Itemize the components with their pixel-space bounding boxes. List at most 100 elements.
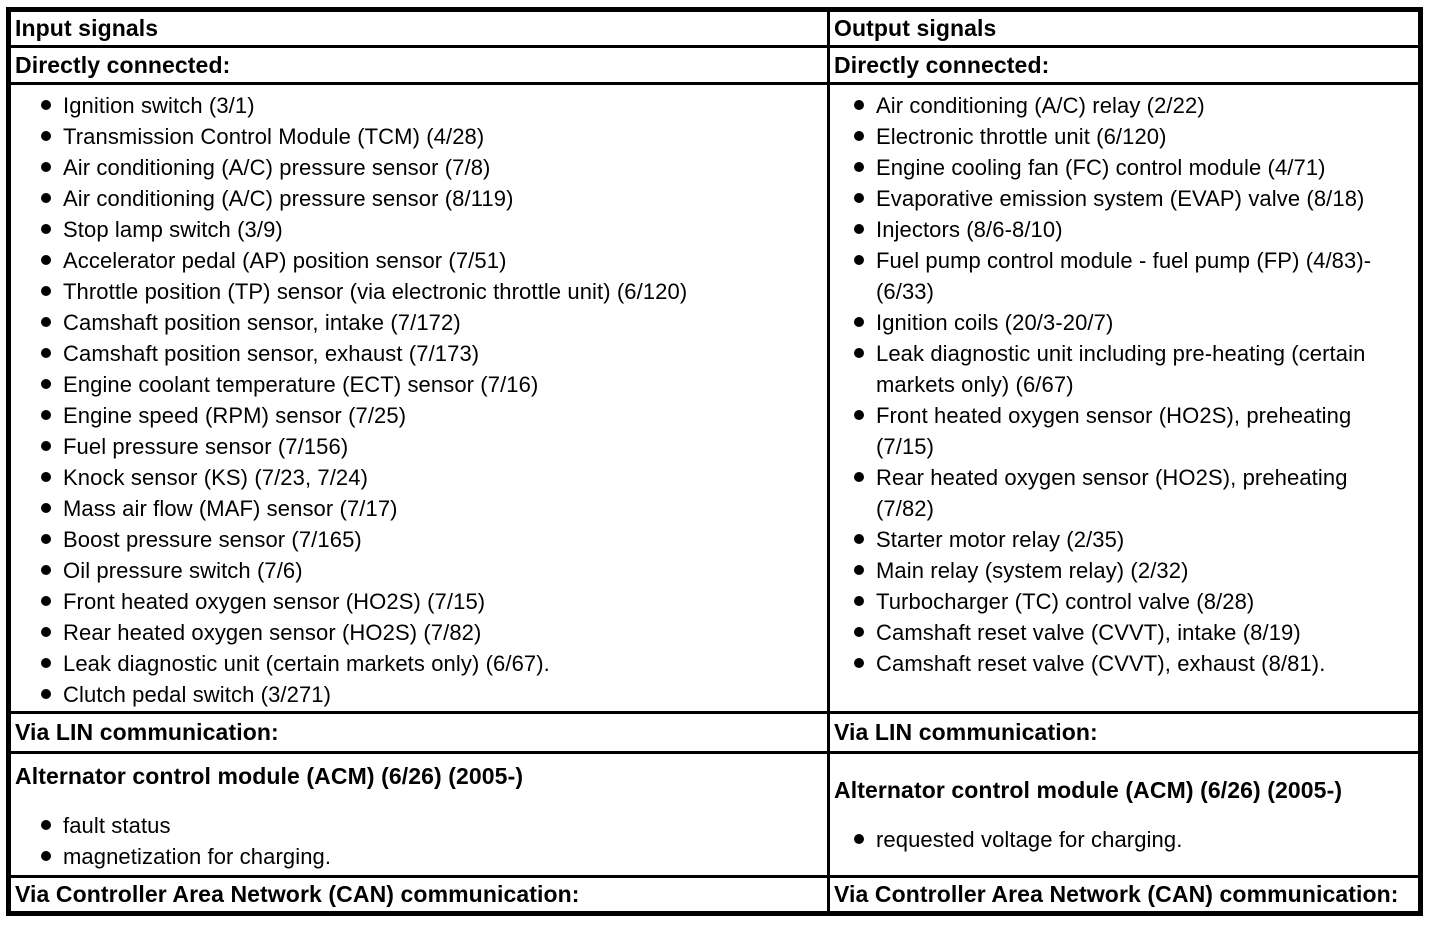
bullet-icon bbox=[41, 410, 51, 420]
input-via-can-label: Via Controller Area Network (CAN) commun… bbox=[15, 881, 580, 907]
output-acm-section: Alternator control module (ACM) (6/26) (… bbox=[830, 754, 1418, 875]
output-acm-list: requested voltage for charging. bbox=[830, 824, 1418, 855]
bullet-icon bbox=[854, 565, 864, 575]
list-item: Leak diagnostic unit (certain markets on… bbox=[11, 648, 819, 679]
list-item: Transmission Control Module (TCM) (4/28) bbox=[11, 121, 819, 152]
bullet-icon bbox=[41, 317, 51, 327]
output-acm-heading: Alternator control module (ACM) (6/26) (… bbox=[834, 777, 1343, 803]
input-directly-connected-label: Directly connected: bbox=[15, 51, 231, 78]
output-signals-title: Output signals bbox=[834, 15, 997, 41]
list-item: Turbocharger (TC) control valve (8/28) bbox=[830, 586, 1402, 617]
list-item: Engine coolant temperature (ECT) sensor … bbox=[11, 369, 819, 400]
list-item: Oil pressure switch (7/6) bbox=[11, 555, 819, 586]
list-item: Mass air flow (MAF) sensor (7/17) bbox=[11, 493, 819, 524]
input-signals-title: Input signals bbox=[15, 15, 159, 41]
list-item: Stop lamp switch (3/9) bbox=[11, 214, 819, 245]
bullet-icon bbox=[41, 441, 51, 451]
input-via-lin-label: Via LIN communication: bbox=[15, 719, 279, 745]
list-item: Air conditioning (A/C) pressure sensor (… bbox=[11, 152, 819, 183]
input-via-can-header: Via Controller Area Network (CAN) commun… bbox=[11, 878, 830, 911]
list-item: Rear heated oxygen sensor (HO2S) (7/82) bbox=[11, 617, 819, 648]
bullet-icon bbox=[854, 658, 864, 668]
list-item: Fuel pump control module - fuel pump (FP… bbox=[830, 245, 1402, 307]
list-item: Camshaft position sensor, intake (7/172) bbox=[11, 307, 819, 338]
signals-table: Input signals Output signals Directly co… bbox=[6, 7, 1423, 916]
bullet-icon bbox=[854, 534, 864, 544]
input-via-lin-header: Via LIN communication: bbox=[11, 714, 830, 751]
list-item: Accelerator pedal (AP) position sensor (… bbox=[11, 245, 819, 276]
bullet-icon bbox=[854, 317, 864, 327]
bullet-icon bbox=[41, 851, 51, 861]
bullet-icon bbox=[41, 596, 51, 606]
input-signals-header: Input signals bbox=[11, 12, 830, 45]
list-item: Front heated oxygen sensor (HO2S), prehe… bbox=[830, 400, 1402, 462]
list-item: Electronic throttle unit (6/120) bbox=[830, 121, 1402, 152]
output-directly-connected-list: Air conditioning (A/C) relay (2/22) Elec… bbox=[830, 85, 1418, 711]
list-item: requested voltage for charging. bbox=[830, 824, 1418, 855]
list-item: Boost pressure sensor (7/165) bbox=[11, 524, 819, 555]
list-item: Camshaft reset valve (CVVT), intake (8/1… bbox=[830, 617, 1402, 648]
output-via-can-label: Via Controller Area Network (CAN) commun… bbox=[834, 881, 1399, 907]
list-item: Leak diagnostic unit including pre-heati… bbox=[830, 338, 1402, 400]
output-directly-connected-header: Directly connected: bbox=[830, 48, 1418, 82]
list-item: Engine cooling fan (FC) control module (… bbox=[830, 152, 1402, 183]
title-row: Input signals Output signals bbox=[11, 12, 1418, 45]
bullet-icon bbox=[41, 348, 51, 358]
bullet-icon bbox=[854, 596, 864, 606]
output-via-lin-header: Via LIN communication: bbox=[830, 714, 1418, 751]
bullet-icon bbox=[41, 379, 51, 389]
output-signal-list: Air conditioning (A/C) relay (2/22) Elec… bbox=[830, 85, 1418, 679]
input-directly-connected-header: Directly connected: bbox=[11, 48, 830, 82]
list-item: Rear heated oxygen sensor (HO2S), prehea… bbox=[830, 462, 1402, 524]
bullet-icon bbox=[854, 472, 864, 482]
bullet-icon bbox=[41, 224, 51, 234]
bullet-icon bbox=[854, 224, 864, 234]
list-item: Front heated oxygen sensor (HO2S) (7/15) bbox=[11, 586, 819, 617]
list-item: Ignition switch (3/1) bbox=[11, 90, 819, 121]
input-signal-list: Ignition switch (3/1) Transmission Contr… bbox=[11, 85, 827, 710]
list-item: Air conditioning (A/C) pressure sensor (… bbox=[11, 183, 819, 214]
list-item: Evaporative emission system (EVAP) valve… bbox=[830, 183, 1402, 214]
bullet-icon bbox=[41, 131, 51, 141]
list-item: Injectors (8/6-8/10) bbox=[830, 214, 1402, 245]
list-item: Engine speed (RPM) sensor (7/25) bbox=[11, 400, 819, 431]
list-item: Ignition coils (20/3-20/7) bbox=[830, 307, 1402, 338]
output-directly-connected-label: Directly connected: bbox=[834, 51, 1050, 78]
list-item: Camshaft position sensor, exhaust (7/173… bbox=[11, 338, 819, 369]
list-item: Starter motor relay (2/35) bbox=[830, 524, 1402, 555]
bullet-icon bbox=[41, 534, 51, 544]
bullet-icon bbox=[854, 193, 864, 203]
bullet-icon bbox=[854, 100, 864, 110]
bullet-icon bbox=[41, 162, 51, 172]
bullet-icon bbox=[854, 255, 864, 265]
input-acm-list: fault status magnetization for charging. bbox=[11, 810, 827, 872]
bullet-icon bbox=[854, 131, 864, 141]
bullet-icon bbox=[41, 255, 51, 265]
bullet-icon bbox=[41, 689, 51, 699]
bullet-icon bbox=[41, 100, 51, 110]
bullet-icon bbox=[854, 348, 864, 358]
bullet-icon bbox=[854, 162, 864, 172]
input-acm-section: Alternator control module (ACM) (6/26) (… bbox=[11, 754, 830, 875]
list-item: Fuel pressure sensor (7/156) bbox=[11, 431, 819, 462]
list-item: magnetization for charging. bbox=[11, 841, 827, 872]
input-acm-heading: Alternator control module (ACM) (6/26) (… bbox=[15, 763, 524, 789]
via-lin-row: Via LIN communication: Via LIN communica… bbox=[11, 711, 1418, 751]
bullet-icon bbox=[41, 565, 51, 575]
list-item: Air conditioning (A/C) relay (2/22) bbox=[830, 90, 1402, 121]
output-signals-header: Output signals bbox=[830, 12, 1418, 45]
bullet-icon bbox=[41, 627, 51, 637]
directly-connected-row: Directly connected: Directly connected: bbox=[11, 45, 1418, 82]
list-item: Main relay (system relay) (2/32) bbox=[830, 555, 1402, 586]
acm-row: Alternator control module (ACM) (6/26) (… bbox=[11, 751, 1418, 875]
list-item: Knock sensor (KS) (7/23, 7/24) bbox=[11, 462, 819, 493]
input-directly-connected-list: Ignition switch (3/1) Transmission Contr… bbox=[11, 85, 830, 711]
bullet-icon bbox=[854, 834, 864, 844]
bullet-icon bbox=[854, 410, 864, 420]
bullet-icon bbox=[854, 627, 864, 637]
bullet-icon bbox=[41, 286, 51, 296]
output-via-lin-label: Via LIN communication: bbox=[834, 719, 1098, 745]
bullet-icon bbox=[41, 472, 51, 482]
via-can-row: Via Controller Area Network (CAN) commun… bbox=[11, 875, 1418, 911]
